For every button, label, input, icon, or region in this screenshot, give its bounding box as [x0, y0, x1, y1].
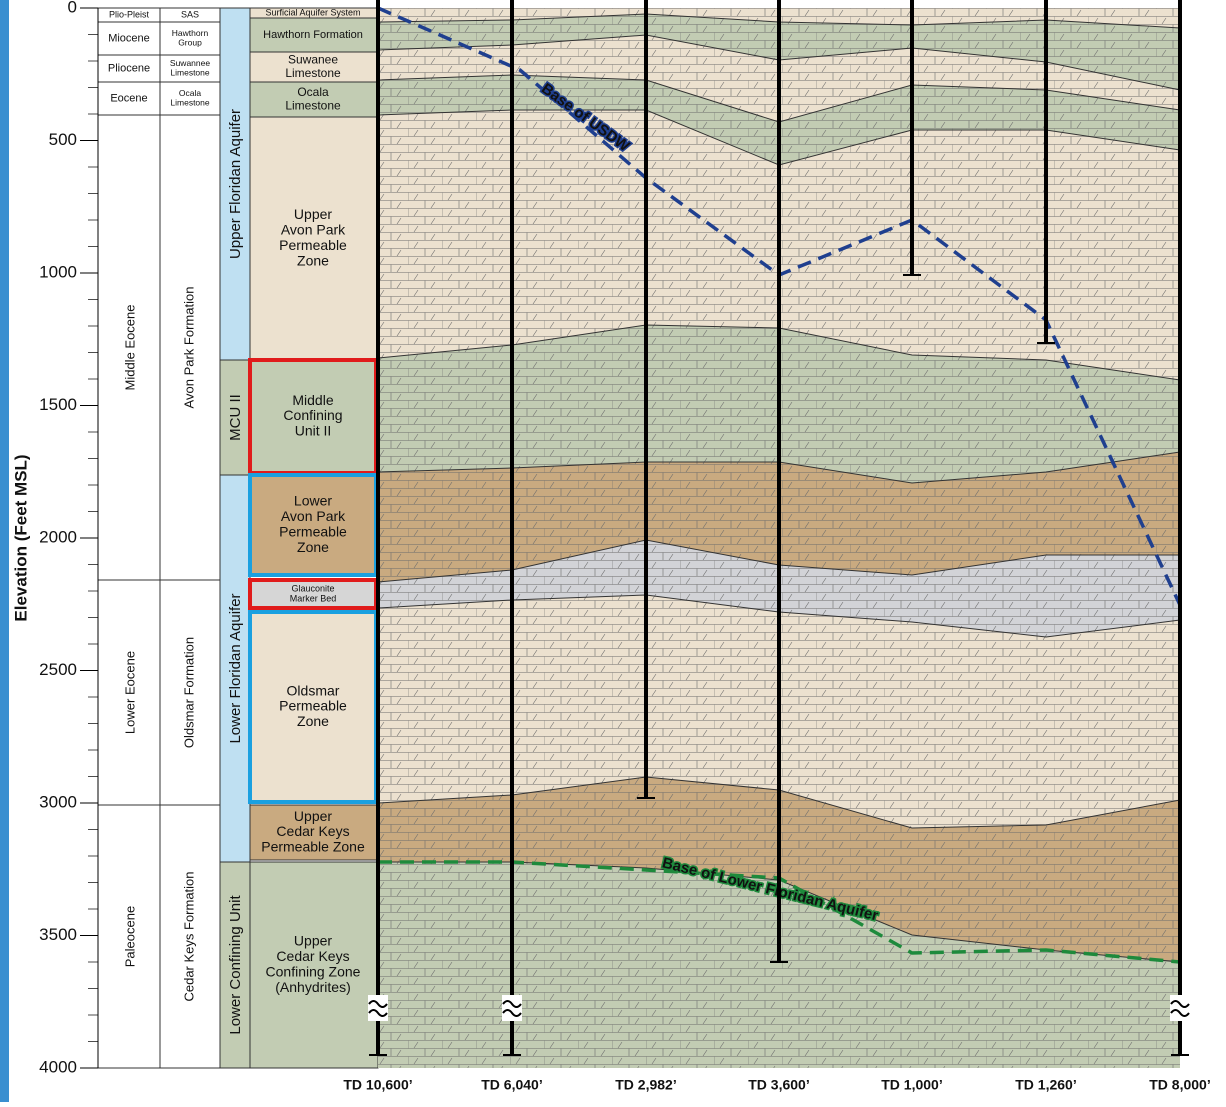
cell-label: Suwanee [288, 53, 338, 67]
cell-label: Limestone [170, 97, 209, 107]
cell-label: Hawthorn [172, 28, 209, 38]
epoch-label: Plio-Pleist [109, 9, 150, 19]
cell [248, 358, 378, 475]
cell-label: Ocala [179, 88, 201, 98]
cell-label: Middle Eocene [122, 305, 137, 391]
cell-label: Zone [297, 713, 329, 729]
cell [97, 804, 161, 1069]
cell-label: Paleocene [122, 906, 137, 967]
td-label: TD 10,600’ [343, 1077, 412, 1093]
y-tick-label: 1000 [39, 262, 77, 281]
cell [159, 81, 221, 116]
y-tick-label: 2000 [39, 527, 77, 546]
cell-label: Lower Floridan Aquifer [227, 593, 244, 743]
cell-label: Zone [297, 539, 329, 555]
cell-label: Permeable [279, 698, 347, 714]
cell-label: Unit II [295, 423, 332, 439]
cell [97, 81, 161, 116]
cell-label: Oldsmar Formation [181, 637, 196, 748]
cell-label: Limestone [285, 98, 341, 112]
td-label: TD 1,000’ [881, 1077, 942, 1093]
cell-label: Limestone [285, 66, 341, 80]
cell-label: Lower [294, 493, 332, 509]
cell-label: Upper [294, 808, 332, 824]
cell [249, 804, 379, 861]
cell-label: Permeable Zone [261, 839, 365, 855]
cell-label: Suwannee [170, 58, 210, 68]
td-label: TD 2,982’ [615, 1077, 676, 1093]
cell [219, 7, 251, 361]
td-label: TD 1,260’ [1015, 1077, 1076, 1093]
cell [159, 579, 221, 806]
cell-label: Permeable [279, 523, 347, 539]
epoch-label: Eocene [110, 92, 147, 104]
cell-label: Avon Park [281, 222, 346, 238]
break-mark [502, 1000, 522, 1017]
cell-label: Upper [294, 933, 332, 949]
cell-label: Oldsmar [287, 682, 340, 698]
cell-label: Group [178, 37, 202, 47]
cell-label: Upper Floridan Aquifer [227, 109, 244, 259]
cell-label: Cedar Keys [276, 948, 349, 964]
epoch-label: Pliocene [108, 62, 150, 74]
cell-label: Upper [294, 206, 332, 222]
cell [219, 474, 251, 863]
cell-label: Cedar Keys [276, 823, 349, 839]
cell [249, 116, 379, 361]
break-bg [502, 995, 522, 1021]
y-tick-label: 3500 [39, 925, 77, 944]
cell-label: Hawthorn Formation [263, 29, 363, 41]
break-bg [1170, 995, 1190, 1021]
cell-label: (Anhydrites) [275, 979, 350, 995]
cell-label: Marker Bed [290, 593, 337, 603]
cell-label: Cedar Keys Formation [181, 871, 196, 1001]
cell-label: Lower Confining Unit [227, 895, 244, 1035]
break-mark [1170, 1000, 1190, 1017]
cell-label: Avon Park [281, 508, 346, 524]
cell-label: Glauconite [291, 583, 334, 593]
cell [249, 17, 379, 53]
td-label: TD 6,040’ [481, 1077, 542, 1093]
cell-label: Middle [292, 392, 333, 408]
cell-label: Confining Zone [266, 963, 361, 979]
cell-label: SAS [181, 9, 199, 19]
cell [249, 51, 379, 83]
cell [219, 359, 251, 476]
break-mark [368, 1000, 388, 1017]
y-tick-label: 1500 [39, 395, 77, 414]
axis-label: Elevation (Feet MSL) [11, 454, 30, 621]
epoch-label: Miocene [108, 32, 150, 44]
td-label: TD 3,600’ [748, 1077, 809, 1093]
cell [219, 861, 251, 1069]
side-strip [0, 0, 9, 1102]
cell-label: Surficial Aquifer System [265, 7, 360, 17]
cell [159, 114, 221, 581]
y-tick-label: 0 [68, 0, 77, 16]
cell-label: Zone [297, 252, 329, 268]
y-tick-label: 500 [49, 130, 77, 149]
y-tick-label: 3000 [39, 792, 77, 811]
cell [249, 861, 379, 1069]
td-label: TD 8,000’ [1149, 1077, 1210, 1093]
cell-label: Lower Eocene [122, 651, 137, 734]
cell-label: Confining [283, 407, 342, 423]
cell-label: Ocala [297, 85, 329, 99]
cell-label: Permeable [279, 237, 347, 253]
y-tick-label: 4000 [39, 1057, 77, 1076]
break-bg [368, 995, 388, 1021]
cell [249, 81, 379, 118]
cell-label: MCU II [227, 394, 244, 441]
cell-label: Avon Park Formation [181, 287, 196, 409]
cell-label: Limestone [170, 67, 209, 77]
cell [159, 804, 221, 1069]
y-tick-label: 2500 [39, 660, 77, 679]
